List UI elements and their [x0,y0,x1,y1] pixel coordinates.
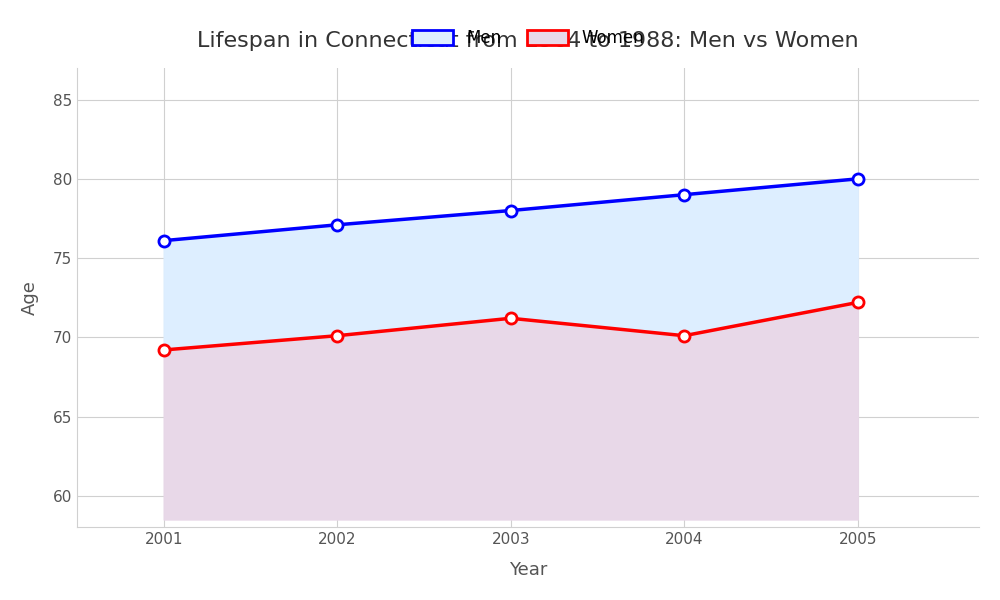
Women [852,299,864,306]
Line: Women: Women [158,297,863,356]
Legend: Men, Women: Men, Women [403,21,653,56]
Men [678,191,690,198]
Men [852,175,864,182]
X-axis label: Year: Year [509,561,547,579]
Women [505,314,517,322]
Title: Lifespan in Connecticut from 1964 to 1988: Men vs Women: Lifespan in Connecticut from 1964 to 198… [197,31,859,51]
Line: Men: Men [158,173,863,246]
Y-axis label: Age: Age [21,280,39,315]
Men [158,237,170,244]
Women [158,346,170,353]
Men [331,221,343,229]
Women [331,332,343,340]
Women [678,332,690,340]
Men [505,207,517,214]
